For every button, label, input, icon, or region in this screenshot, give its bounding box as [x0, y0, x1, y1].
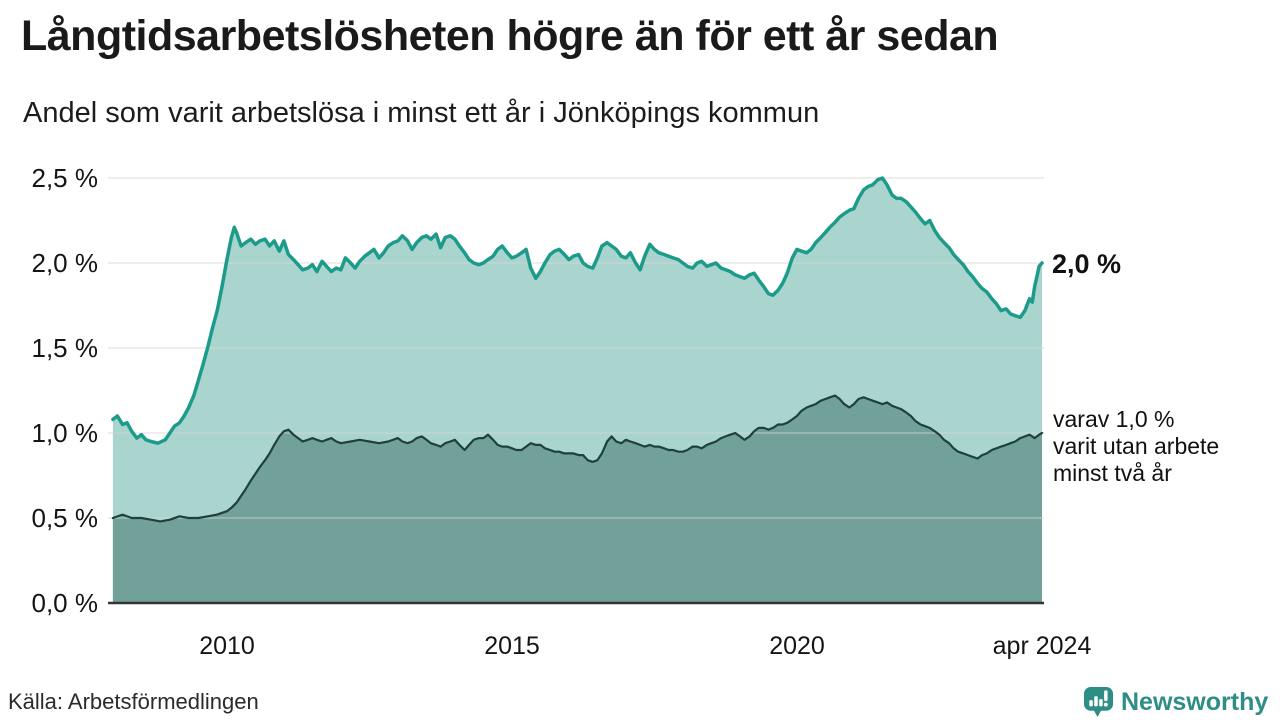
subset-label-line: varit utan arbete	[1053, 433, 1220, 459]
latest-value-label-subset: varav 1,0 % varit utan arbete minst två …	[1053, 406, 1280, 487]
latest-value-label-total: 2,0 %	[1052, 249, 1122, 279]
x-tick-label: apr 2024	[992, 632, 1092, 660]
area-series-2	[112, 395, 1042, 603]
line-series-1	[111, 176, 1044, 445]
page-title: Långtidsarbetslösheten högre än för ett …	[21, 12, 999, 60]
y-tick-label: 1,5 %	[31, 333, 99, 363]
x-tick-label: 2015	[484, 632, 540, 660]
source-attribution: Källa: Arbetsförmedlingen	[8, 689, 259, 714]
subset-label-line: minst två år	[1053, 460, 1172, 486]
x-tick-label: 2010	[199, 632, 255, 660]
y-tick-label: 2,5 %	[31, 163, 99, 193]
y-tick-label: 1,0 %	[31, 418, 99, 448]
y-tick-label: 0,0 %	[31, 588, 99, 618]
chart-subtitle: Andel som varit arbetslösa i minst ett å…	[23, 97, 820, 129]
y-tick-label: 0,5 %	[31, 503, 99, 533]
x-tick-label: 2020	[769, 632, 825, 660]
y-tick-label: 2,0 %	[31, 248, 99, 278]
newsworthy-logo-icon	[1083, 686, 1114, 718]
newsworthy-brand: Newsworthy	[1083, 686, 1268, 718]
line-series-2	[111, 394, 1044, 523]
subset-label-line: varav 1,0 %	[1053, 406, 1175, 432]
newsworthy-brand-name: Newsworthy	[1121, 687, 1269, 716]
